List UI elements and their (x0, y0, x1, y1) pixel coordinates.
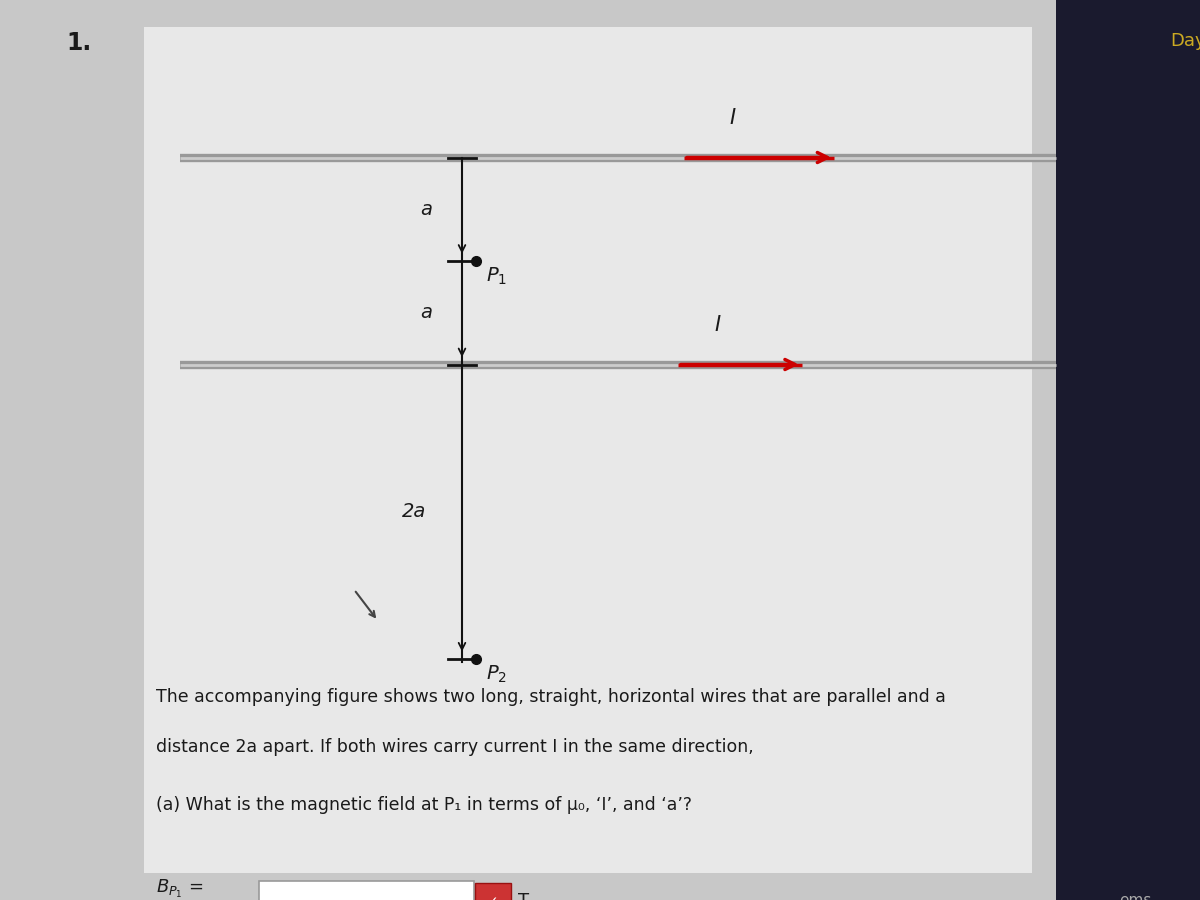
Text: $P_1$: $P_1$ (486, 266, 508, 287)
FancyBboxPatch shape (259, 881, 474, 900)
Text: 2a: 2a (402, 502, 426, 521)
Text: ems: ems (1120, 894, 1152, 900)
FancyBboxPatch shape (144, 27, 1032, 873)
Text: ✓: ✓ (487, 895, 499, 900)
Text: $P_2$: $P_2$ (486, 663, 508, 685)
Text: I: I (714, 315, 721, 335)
Text: a: a (420, 200, 432, 219)
Text: distance 2a apart. If both wires carry current I in the same direction,: distance 2a apart. If both wires carry c… (156, 738, 754, 756)
Text: Day: Day (1170, 32, 1200, 50)
Text: a: a (420, 303, 432, 322)
Text: $B_{P_1}$ =: $B_{P_1}$ = (156, 878, 203, 900)
Text: The accompanying figure shows two long, straight, horizontal wires that are para: The accompanying figure shows two long, … (156, 688, 946, 706)
FancyBboxPatch shape (1056, 0, 1200, 900)
Text: 1.: 1. (66, 32, 91, 56)
Text: I: I (728, 108, 736, 128)
Text: T: T (518, 892, 529, 900)
FancyBboxPatch shape (475, 883, 511, 900)
Text: (a) What is the magnetic field at P₁ in terms of μ₀, ‘I’, and ‘a’?: (a) What is the magnetic field at P₁ in … (156, 796, 692, 814)
